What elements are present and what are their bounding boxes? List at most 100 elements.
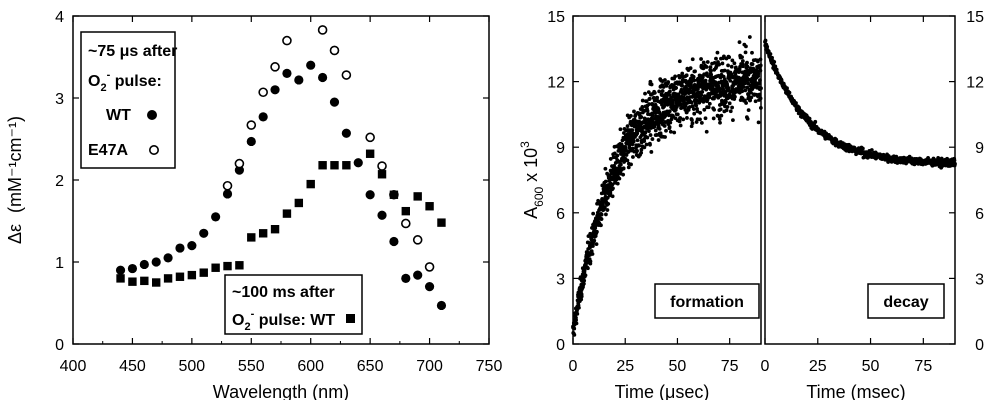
y-tick-label: 4 <box>55 9 64 26</box>
formation-data-point <box>647 96 652 101</box>
formation-data-point <box>601 202 605 207</box>
decay-panel-label: decay <box>867 283 945 319</box>
legend-wt-marker <box>147 110 157 120</box>
formation-data-point <box>655 95 660 100</box>
formation-data-point <box>756 120 761 125</box>
formation-data-point <box>595 229 599 234</box>
formation-data-point <box>746 93 751 98</box>
formation-data-point <box>639 115 644 119</box>
formation-data-point <box>717 62 721 67</box>
formation-data-point <box>698 117 702 122</box>
formation-data-point <box>745 64 750 69</box>
formation-data-point <box>684 73 689 78</box>
formation-data-point <box>700 90 705 94</box>
wt-100ms-point <box>116 274 125 283</box>
formation-data-point <box>656 107 661 112</box>
wt-100ms-point <box>401 206 410 216</box>
formation-data-point <box>673 74 678 79</box>
formation-data-point <box>698 110 703 115</box>
kinetics-y-tick-label-right: 3 <box>975 271 984 288</box>
formation-data-point <box>757 81 762 86</box>
formation-data-point <box>720 61 725 66</box>
e47a-75us-point <box>424 262 435 272</box>
formation-data-point <box>740 89 745 94</box>
formation-data-point <box>635 131 640 136</box>
formation-data-point <box>668 120 673 125</box>
formation-data-point <box>603 179 608 184</box>
formation-data-point <box>711 116 716 121</box>
decay-data-point <box>772 60 777 64</box>
formation-data-point <box>714 56 718 61</box>
formation-data-point <box>683 92 687 96</box>
kinetics-x-tick-label: 25 <box>809 358 827 375</box>
svg-text:Δε (mM⁻¹cm⁻¹): Δε (mM⁻¹cm⁻¹) <box>5 116 25 244</box>
formation-data-point <box>712 60 717 65</box>
x-tick-label: 500 <box>179 358 206 375</box>
formation-data-point <box>615 181 620 186</box>
formation-data-point <box>599 212 604 217</box>
formation-data-point <box>624 153 629 157</box>
wt-75us-point <box>294 75 304 85</box>
e47a-75us-point <box>317 25 328 35</box>
wt-75us-point <box>413 270 423 280</box>
wt-75us-point <box>389 236 399 247</box>
wt-75us-point <box>211 212 221 222</box>
formation-data-point <box>715 50 720 55</box>
wt-100ms-point <box>258 229 268 238</box>
e47a-75us-point <box>400 218 411 229</box>
wt-100ms-point <box>223 261 232 271</box>
formation-data-point <box>666 80 671 84</box>
wt-75us-point <box>187 241 197 251</box>
formation-data-point <box>707 95 712 100</box>
wt-100ms-point <box>342 161 351 170</box>
kinetics-x-tick-label: 75 <box>721 358 739 375</box>
formation-data-point <box>582 278 587 283</box>
decay-data-point <box>785 86 789 90</box>
formation-data-point <box>690 57 695 62</box>
formation-data-point <box>677 119 682 124</box>
spectrum-y-axis-label: Δε (mM⁻¹cm⁻¹) <box>5 116 25 244</box>
formation-data-point <box>674 86 678 90</box>
kinetics-x-tick-label: 25 <box>616 358 634 375</box>
e47a-75us-point <box>365 132 375 143</box>
formation-data-point <box>676 92 681 97</box>
y-tick-label: 1 <box>55 255 64 272</box>
formation-data-point <box>618 127 623 132</box>
kinetics-y-tick-label: 3 <box>556 271 565 288</box>
formation-data-point <box>572 332 577 337</box>
decay-data-point <box>794 101 798 105</box>
formation-data-point <box>635 138 640 143</box>
formation-data-point <box>667 89 672 94</box>
kinetics-y-tick-label: 6 <box>556 206 565 223</box>
kinetics-y-tick-label-right: 12 <box>966 75 984 92</box>
wt-75us-point <box>258 112 268 122</box>
formation-data-point <box>730 105 735 110</box>
kinetics-x-tick-label: 0 <box>761 358 770 375</box>
formation-data-point <box>708 65 713 69</box>
formation-data-point <box>632 109 636 114</box>
formation-data-point <box>758 78 762 83</box>
formation-data-point <box>625 124 630 129</box>
formation-data-point <box>575 311 580 316</box>
formation-data-point <box>743 81 747 86</box>
formation-data-point <box>758 63 763 68</box>
formation-data-point <box>704 129 709 134</box>
kinetics-y-tick-label-right: 15 <box>966 9 984 26</box>
wt-75us-point <box>270 85 280 95</box>
formation-data-point <box>662 124 667 128</box>
wt-100ms-point <box>365 149 375 158</box>
formation-data-point <box>733 65 738 70</box>
formation-data-point <box>718 120 722 125</box>
formation-data-point <box>699 120 704 125</box>
formation-data-point <box>746 108 751 113</box>
decay-data-point <box>953 161 957 166</box>
wt-100ms-point <box>199 268 208 277</box>
kinetics-y-tick-label: 12 <box>547 75 565 92</box>
legend-e47a-label: E47A <box>88 142 128 159</box>
formation-data-point <box>680 71 685 76</box>
formation-data-point <box>589 249 594 254</box>
wt-75us-point <box>127 263 138 274</box>
formation-data-point <box>741 85 746 89</box>
formation-data-point <box>644 99 649 104</box>
